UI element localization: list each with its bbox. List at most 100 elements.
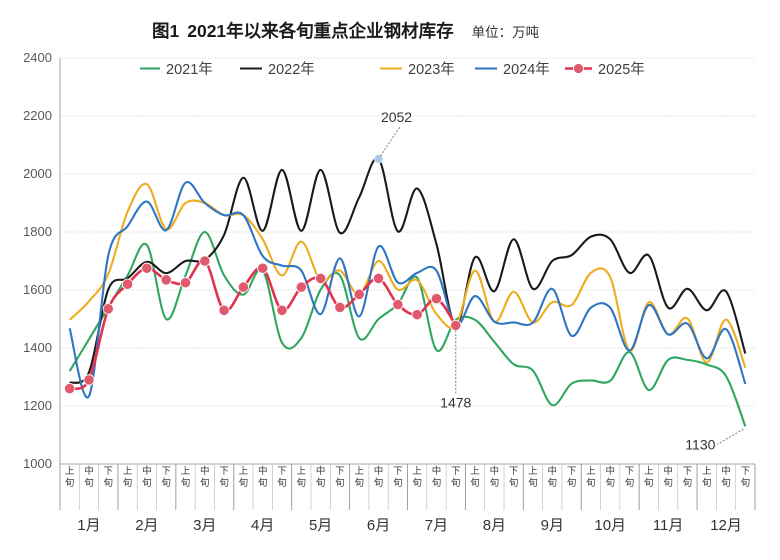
svg-text:中: 中	[258, 465, 268, 477]
svg-text:下: 下	[277, 466, 287, 477]
svg-text:中: 中	[374, 465, 384, 477]
svg-text:2025年: 2025年	[598, 61, 645, 78]
svg-text:旬: 旬	[374, 477, 384, 489]
svg-text:旬: 旬	[567, 477, 577, 489]
svg-text:上: 上	[586, 466, 596, 477]
svg-text:中: 中	[84, 465, 94, 477]
svg-text:旬: 旬	[470, 477, 480, 489]
svg-text:中: 中	[721, 465, 731, 477]
svg-text:中: 中	[316, 465, 326, 477]
svg-text:下: 下	[509, 466, 519, 477]
svg-text:旬: 旬	[412, 477, 422, 489]
svg-text:中: 中	[605, 465, 615, 477]
svg-text:旬: 旬	[123, 477, 133, 489]
svg-text:旬: 旬	[741, 477, 751, 489]
svg-text:2022年: 2022年	[268, 61, 315, 78]
svg-text:下: 下	[335, 466, 345, 477]
svg-text:旬: 旬	[548, 477, 558, 489]
svg-text:1月: 1月	[77, 517, 100, 534]
svg-text:上: 上	[644, 466, 654, 477]
svg-text:上: 上	[702, 466, 712, 477]
svg-text:上: 上	[239, 466, 249, 477]
svg-text:8月: 8月	[483, 517, 506, 534]
svg-text:旬: 旬	[277, 477, 287, 489]
svg-text:下: 下	[625, 466, 635, 477]
svg-text:旬: 旬	[663, 477, 673, 489]
svg-text:旬: 旬	[65, 477, 75, 489]
svg-text:10月: 10月	[594, 517, 626, 534]
svg-text:旬: 旬	[586, 477, 596, 489]
svg-text:旬: 旬	[509, 477, 519, 489]
svg-text:上: 上	[181, 466, 191, 477]
svg-text:4月: 4月	[251, 517, 274, 534]
svg-text:下: 下	[683, 466, 693, 477]
svg-text:上: 上	[65, 466, 75, 477]
svg-text:中: 中	[142, 465, 152, 477]
svg-text:旬: 旬	[451, 477, 461, 489]
svg-text:旬: 旬	[354, 477, 364, 489]
svg-text:1130: 1130	[685, 436, 715, 452]
svg-text:11月: 11月	[653, 517, 684, 534]
svg-text:1200: 1200	[23, 398, 52, 413]
svg-text:旬: 旬	[702, 477, 712, 489]
svg-text:旬: 旬	[297, 477, 307, 489]
svg-text:旬: 旬	[625, 477, 635, 489]
svg-text:旬: 旬	[258, 477, 268, 489]
svg-text:上: 上	[528, 466, 538, 477]
svg-text:2200: 2200	[23, 108, 52, 123]
svg-text:旬: 旬	[181, 477, 191, 489]
svg-text:下: 下	[219, 466, 229, 477]
svg-text:1600: 1600	[23, 282, 52, 297]
svg-text:中: 中	[200, 465, 210, 477]
svg-text:上: 上	[354, 466, 364, 477]
svg-text:旬: 旬	[721, 477, 731, 489]
svg-text:2024年: 2024年	[503, 61, 550, 78]
svg-text:1400: 1400	[23, 340, 52, 355]
svg-text:5月: 5月	[309, 517, 332, 534]
svg-text:上: 上	[297, 466, 307, 477]
svg-text:下: 下	[393, 466, 403, 477]
svg-text:旬: 旬	[335, 477, 345, 489]
svg-text:旬: 旬	[432, 477, 442, 489]
svg-text:2052: 2052	[381, 109, 412, 125]
svg-text:旬: 旬	[239, 477, 249, 489]
svg-text:12月: 12月	[710, 517, 742, 534]
svg-text:旬: 旬	[142, 477, 152, 489]
svg-text:中: 中	[663, 465, 673, 477]
svg-text:下: 下	[741, 466, 751, 477]
svg-text:旬: 旬	[219, 477, 229, 489]
svg-text:中: 中	[548, 465, 558, 477]
svg-text:2400: 2400	[23, 50, 52, 65]
svg-text:旬: 旬	[316, 477, 326, 489]
svg-text:2000: 2000	[23, 166, 52, 181]
svg-text:旬: 旬	[490, 477, 500, 489]
svg-text:上: 上	[123, 466, 133, 477]
svg-text:6月: 6月	[367, 517, 390, 534]
svg-text:2023年: 2023年	[408, 61, 455, 78]
svg-text:1000: 1000	[23, 456, 52, 471]
svg-text:2月: 2月	[135, 517, 158, 534]
svg-text:旬: 旬	[683, 477, 693, 489]
svg-text:旬: 旬	[200, 477, 210, 489]
svg-text:下: 下	[567, 466, 577, 477]
svg-text:中: 中	[490, 465, 500, 477]
svg-text:中: 中	[432, 465, 442, 477]
svg-text:旬: 旬	[644, 477, 654, 489]
svg-text:7月: 7月	[425, 517, 448, 534]
svg-text:上: 上	[412, 466, 422, 477]
svg-text:下: 下	[161, 466, 171, 477]
svg-text:3月: 3月	[193, 517, 216, 534]
svg-text:旬: 旬	[528, 477, 538, 489]
svg-text:旬: 旬	[605, 477, 615, 489]
svg-text:旬: 旬	[393, 477, 403, 489]
svg-text:2021年: 2021年	[166, 61, 213, 78]
svg-text:旬: 旬	[84, 477, 94, 489]
svg-text:旬: 旬	[104, 477, 114, 489]
svg-text:上: 上	[470, 466, 480, 477]
svg-text:旬: 旬	[161, 477, 171, 489]
svg-text:1800: 1800	[23, 224, 52, 239]
svg-text:1478: 1478	[440, 394, 471, 410]
svg-text:9月: 9月	[541, 517, 564, 534]
svg-text:下: 下	[451, 466, 461, 477]
svg-text:下: 下	[104, 466, 114, 477]
